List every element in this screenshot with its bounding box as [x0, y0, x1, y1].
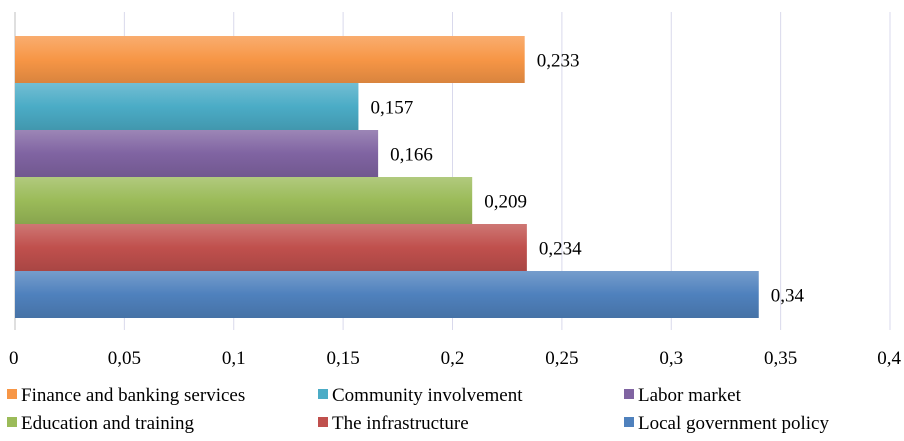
- x-tick-label: 0,3: [659, 348, 683, 369]
- legend-label-local-government-policy: Local government policy: [638, 413, 829, 434]
- x-tick-label: 0,35: [764, 348, 797, 369]
- legend-label-community-involvement: Community involvement: [332, 385, 523, 406]
- legend-swatch-education-and-training: [7, 417, 17, 427]
- value-labels: 0,233 0,157 0,166 0,209 0,234 0,34: [370, 51, 804, 307]
- x-tick-label: 0,2: [441, 348, 465, 369]
- value-label-community-involvement: 0,157: [370, 98, 413, 119]
- x-tick-label: 0,1: [222, 348, 246, 369]
- x-tick-label: 0,05: [108, 348, 141, 369]
- legend-swatch-local-government-policy: [624, 417, 634, 427]
- bar-labor-market: [15, 130, 379, 177]
- bar-community-involvement: [15, 83, 359, 130]
- legend-label-education-and-training: Education and training: [21, 413, 195, 434]
- value-label-education-and-training: 0,209: [484, 192, 527, 213]
- bar-finance-and-banking-services: [15, 36, 525, 83]
- bars: [15, 36, 759, 318]
- legend: Finance and banking services Community in…: [7, 385, 829, 434]
- bar-local-government-policy: [15, 271, 759, 318]
- x-axis-tick-labels: 0 0,05 0,1 0,15 0,2 0,25 0,3 0,35 0,4: [9, 348, 902, 369]
- legend-swatch-the-infrastructure: [318, 417, 328, 427]
- value-label-local-government-policy: 0,34: [771, 286, 805, 307]
- x-tick-label: 0: [9, 348, 19, 369]
- legend-label-finance-and-banking-services: Finance and banking services: [21, 385, 245, 406]
- legend-label-the-infrastructure: The infrastructure: [332, 413, 469, 434]
- legend-swatch-finance-and-banking-services: [7, 389, 17, 399]
- value-label-labor-market: 0,166: [390, 145, 433, 166]
- x-tick-label: 0,25: [545, 348, 578, 369]
- x-tick-label: 0,4: [877, 348, 901, 369]
- bar-education-and-training: [15, 177, 473, 224]
- legend-label-labor-market: Labor market: [638, 385, 742, 406]
- bar-the-infrastructure: [15, 224, 527, 271]
- x-tick-label: 0,15: [327, 348, 360, 369]
- value-label-finance-and-banking-services: 0,233: [537, 51, 580, 72]
- value-label-the-infrastructure: 0,234: [539, 239, 582, 260]
- legend-swatch-community-involvement: [318, 389, 328, 399]
- legend-swatch-labor-market: [624, 389, 634, 399]
